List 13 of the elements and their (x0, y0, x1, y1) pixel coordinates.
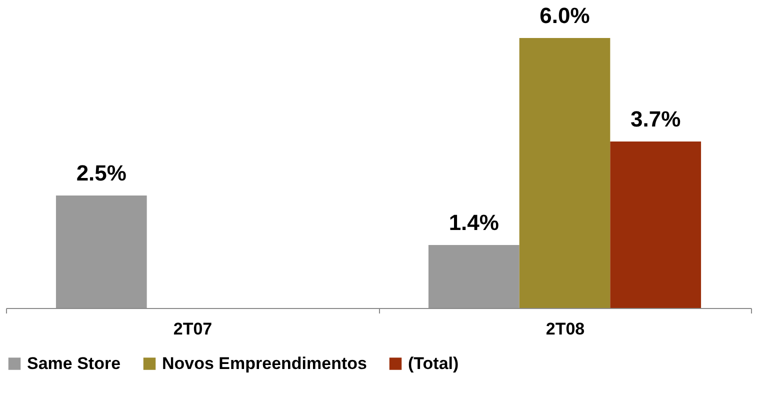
legend-label: (Total) (408, 354, 459, 373)
bar (610, 142, 702, 308)
x-tick-label: 2T08 (546, 320, 585, 338)
data-label: 6.0% (540, 3, 590, 28)
bar (428, 245, 520, 308)
data-label: 3.7% (630, 106, 681, 132)
data-label: 1.4% (448, 210, 499, 235)
bar (56, 196, 147, 308)
bar (519, 38, 610, 308)
legend-label: Same Store (27, 354, 121, 373)
data-label: 2.5% (76, 160, 126, 186)
legend-label: Novos Empreendimentos (162, 354, 367, 373)
x-tick-label: 2T07 (173, 320, 212, 338)
